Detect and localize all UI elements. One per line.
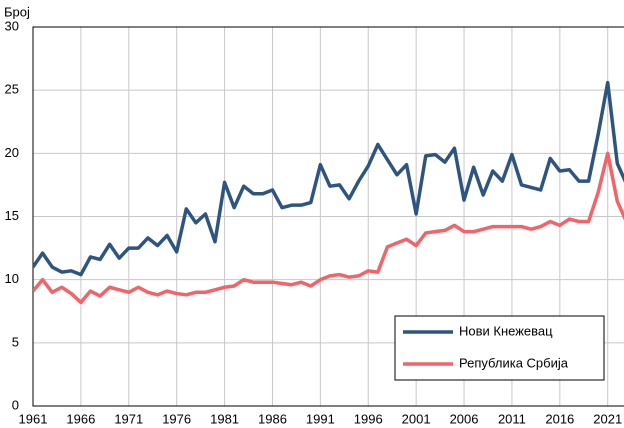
x-tick-label: 2021 — [593, 411, 622, 426]
legend-label: Нови Кнежевац — [459, 323, 553, 338]
y-axis-label: Број — [4, 4, 30, 19]
x-tick-label: 1986 — [258, 411, 287, 426]
x-tick-label: 1971 — [114, 411, 143, 426]
x-tick-label: 1981 — [210, 411, 239, 426]
x-tick-label: 1996 — [354, 411, 383, 426]
x-tick-label: 2006 — [450, 411, 479, 426]
x-tick-label: 1976 — [162, 411, 191, 426]
x-tick-label: 2001 — [402, 411, 431, 426]
y-tick-label: 15 — [5, 208, 19, 223]
axis-frame — [32, 26, 624, 407]
y-tick-label: 25 — [5, 82, 19, 97]
y-tick-label: 0 — [12, 397, 19, 412]
x-tick-label: 2011 — [498, 411, 526, 426]
x-tick-label: 1991 — [306, 411, 335, 426]
legend-box — [394, 315, 605, 381]
legend-label: Република Србија — [459, 355, 569, 370]
series-line — [33, 80, 624, 277]
x-tick-label: 1966 — [66, 411, 95, 426]
y-tick-label: 20 — [5, 145, 19, 160]
series-line — [33, 151, 624, 305]
y-tick-label: 30 — [5, 18, 19, 33]
x-tick-label: 2016 — [545, 411, 574, 426]
y-tick-label: 5 — [12, 334, 19, 349]
y-tick-label: 10 — [5, 271, 19, 286]
x-tick-label: 1961 — [19, 411, 48, 426]
